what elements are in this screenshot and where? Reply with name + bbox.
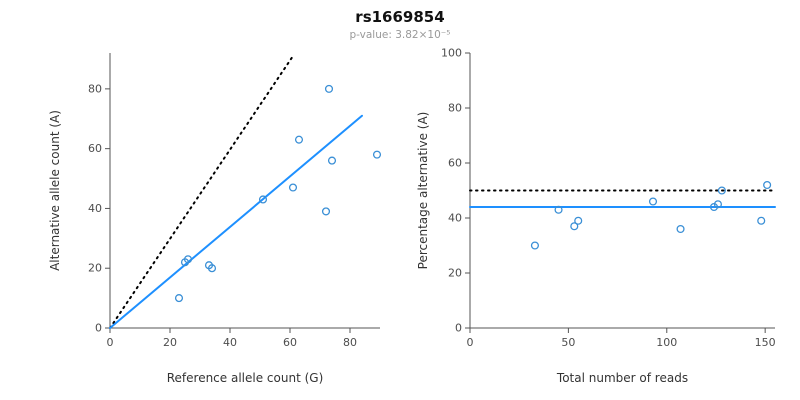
- x-tick-label: 150: [755, 336, 776, 349]
- x-tick-label: 40: [223, 336, 237, 349]
- expected-50pct-line: [109, 54, 294, 329]
- data-point: [327, 156, 337, 165]
- data-point: [570, 222, 579, 231]
- x-tick-label: 80: [343, 336, 357, 349]
- data-point: [207, 264, 217, 273]
- data-point: [372, 150, 382, 159]
- data-point: [713, 200, 722, 209]
- y-tick-label: 80: [448, 102, 462, 115]
- y-tick-label: 60: [88, 142, 102, 155]
- data-point: [321, 207, 331, 216]
- data-point: [717, 186, 726, 195]
- data-point: [763, 180, 772, 190]
- y-tick-label: 0: [95, 322, 102, 335]
- data-point: [258, 195, 268, 204]
- x-tick-label: 0: [467, 336, 474, 349]
- x-tick-label: 60: [283, 336, 297, 349]
- fitted-line: [109, 114, 363, 329]
- y-axis-title: Alternative allele count (A): [48, 110, 62, 271]
- percentage-scatter-chart: 0 50 100 150 0 20 40 60 80 100 Total number of rea…: [416, 47, 776, 385]
- y-tick-label: 40: [448, 212, 462, 225]
- x-tick-label: 0: [107, 336, 114, 349]
- y-tick-label: 40: [88, 202, 102, 215]
- x-axis-title: Reference allele count (G): [167, 371, 324, 385]
- x-axis-title: Total number of reads: [556, 371, 688, 385]
- y-axis-title: Percentage alternative (A): [416, 112, 430, 270]
- y-tick-label: 20: [88, 262, 102, 275]
- allele-count-scatter-chart: 0 20 40 60 80 0 20 40 60 80 Reference allele count…: [48, 53, 382, 385]
- data-point: [554, 205, 563, 214]
- data-point: [574, 216, 583, 225]
- data-point: [676, 224, 685, 234]
- data-point: [174, 294, 184, 303]
- y-tick-label: 0: [455, 322, 462, 335]
- y-tick-label: 80: [88, 82, 102, 95]
- data-point: [324, 84, 334, 93]
- pvalue-subtitle: p-value: 3.82×10⁻⁵: [349, 29, 451, 41]
- y-tick-label: 20: [448, 267, 462, 280]
- data-point: [530, 241, 539, 250]
- y-tick-label: 60: [448, 157, 462, 170]
- x-tick-label: 20: [163, 336, 177, 349]
- figure-header: rs1669854 p-value: 3.82×10⁻⁵: [0, 8, 800, 41]
- x-tick-label: 50: [561, 336, 575, 349]
- data-point: [183, 255, 193, 264]
- data-point: [288, 183, 298, 192]
- data-point: [648, 197, 658, 206]
- y-tick-label: 100: [441, 47, 462, 60]
- x-tick-label: 100: [656, 336, 677, 349]
- snp-title: rs1669854: [355, 8, 445, 26]
- data-point: [294, 135, 304, 144]
- data-point: [757, 216, 766, 225]
